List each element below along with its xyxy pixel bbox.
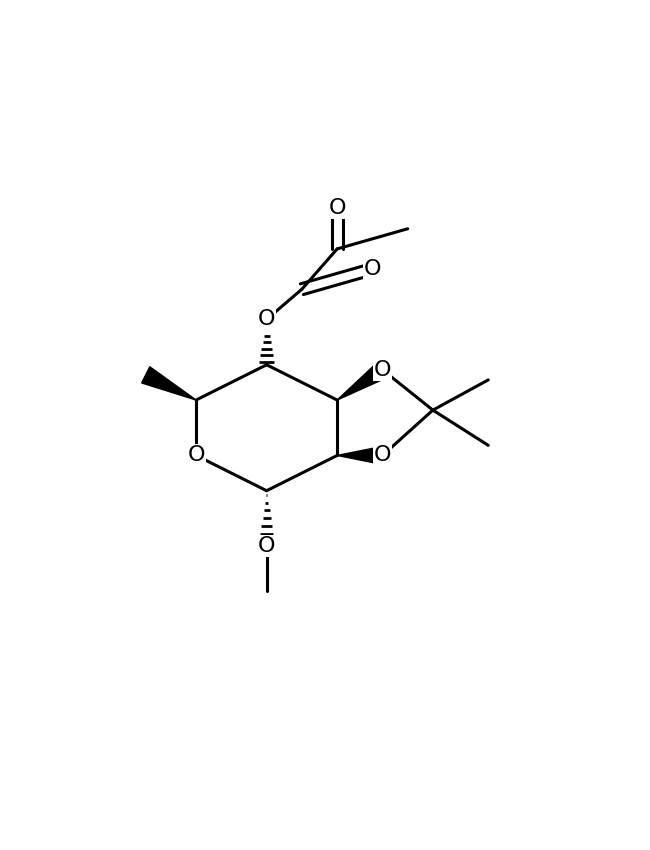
Text: O: O: [328, 197, 346, 218]
Text: O: O: [258, 309, 276, 330]
Text: O: O: [363, 259, 381, 279]
Text: O: O: [374, 445, 391, 466]
Text: O: O: [374, 360, 391, 380]
Polygon shape: [337, 362, 387, 400]
Text: O: O: [187, 445, 205, 466]
Text: O: O: [258, 536, 276, 556]
Polygon shape: [337, 446, 382, 464]
Polygon shape: [142, 366, 196, 400]
